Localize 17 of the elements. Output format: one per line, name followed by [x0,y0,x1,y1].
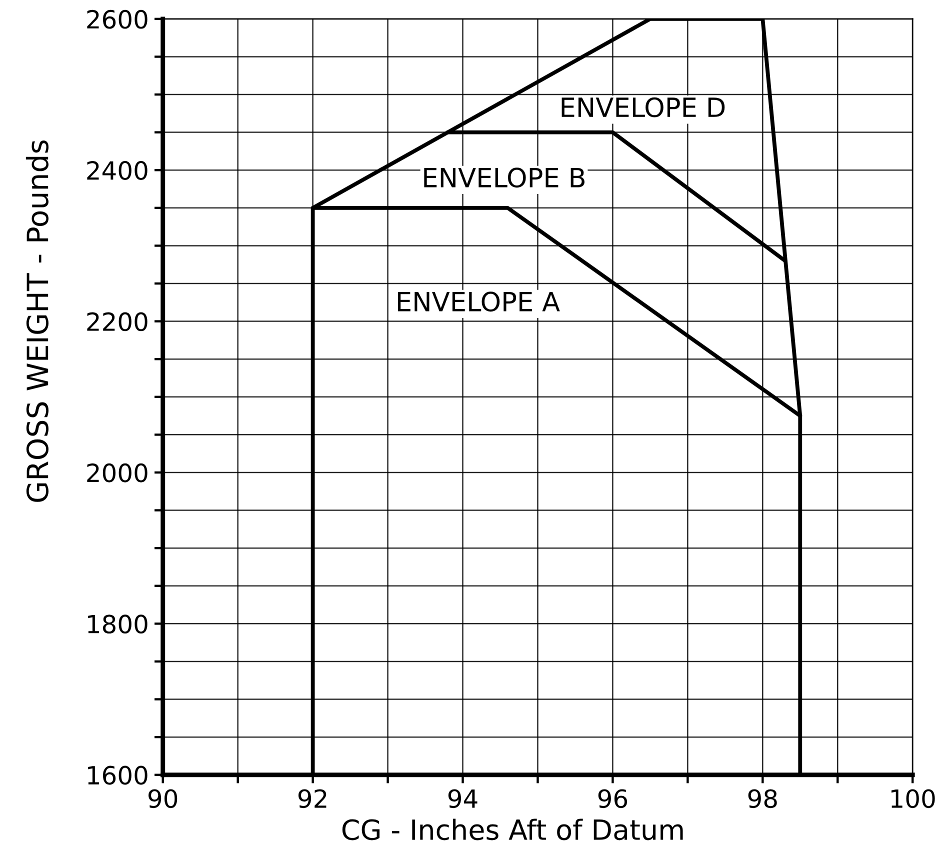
x-tick-label: 92 [298,789,326,808]
x-axis-title: CG - Inches Aft of Datum [342,818,683,840]
y-tick-label: 2600 [87,10,148,29]
y-tick-label: 2000 [87,463,148,482]
y-axis-title: GROSS WEIGHT - Pounds [26,140,48,502]
y-tick-label: 2400 [87,161,148,180]
annotation: ENVELOPE D [562,97,725,118]
annotation: ENVELOPE B [424,168,584,188]
x-tick-label: 94 [448,789,478,808]
x-tick-label: 90 [148,789,178,808]
y-tick-label: 1800 [88,614,148,634]
y-tick-label: 2200 [87,312,148,332]
y-tick-label: 1600 [88,766,148,785]
x-tick-label: 98 [748,789,777,808]
annotation: ENVELOPE A [398,292,560,312]
x-tick-label: 96 [598,789,628,808]
x-tick-label: 100 [891,789,935,808]
